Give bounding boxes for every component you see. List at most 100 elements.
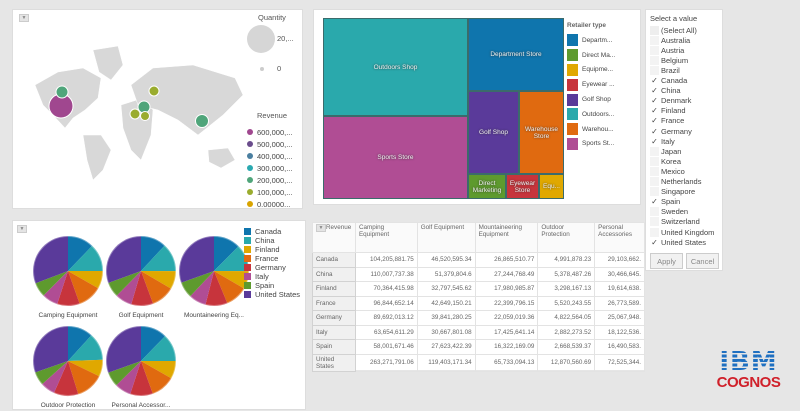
legend-item[interactable]: Departm...: [567, 33, 615, 48]
legend-item[interactable]: Direct Ma...: [567, 48, 615, 63]
table-cell[interactable]: 16,490,583.: [594, 339, 645, 355]
filter-item[interactable]: ✓ United States: [650, 237, 718, 247]
checkbox[interactable]: ✓: [651, 116, 658, 126]
checkbox[interactable]: [650, 35, 659, 45]
table-cell[interactable]: 17,425,641.14: [474, 324, 539, 340]
row-header[interactable]: Germany: [312, 310, 356, 326]
table-cell[interactable]: 30,667,801.08: [416, 324, 476, 340]
row-header[interactable]: Canada: [312, 252, 356, 268]
select-all-item[interactable]: (Select All): [650, 25, 718, 35]
legend-item[interactable]: 500,000,...: [247, 138, 292, 150]
table-cell[interactable]: 32,797,545.62: [416, 281, 476, 297]
tile-direct-marketing[interactable]: Direct Marketing: [468, 174, 506, 199]
tile-department-store[interactable]: Department Store: [468, 18, 564, 91]
table-cell[interactable]: 25,067,948.: [594, 310, 645, 326]
filter-item[interactable]: ✓ France: [650, 116, 718, 126]
table-cell[interactable]: 104,205,881.75: [354, 252, 418, 268]
table-cell[interactable]: 16,322,169.09: [474, 339, 539, 355]
column-header[interactable]: Personal Accessories: [594, 222, 645, 253]
table-cell[interactable]: 2,882,273.52: [537, 324, 596, 340]
checkbox[interactable]: ✓: [651, 106, 658, 116]
checkbox[interactable]: [650, 25, 659, 35]
filter-item[interactable]: Belgium: [650, 55, 718, 65]
table-cell[interactable]: 29,103,662.: [594, 252, 645, 268]
filter-item[interactable]: ✓ China: [650, 86, 718, 96]
checkbox[interactable]: ✓: [651, 197, 658, 207]
checkbox[interactable]: [650, 66, 659, 76]
tile-sports-store[interactable]: Sports Store: [323, 116, 468, 199]
row-header[interactable]: Spain: [312, 339, 356, 355]
checkbox[interactable]: ✓: [651, 96, 658, 106]
filter-item[interactable]: Korea: [650, 156, 718, 166]
legend-item[interactable]: Eyewear ...: [567, 77, 615, 92]
filter-item[interactable]: Singapore: [650, 187, 718, 197]
pies-menu-button[interactable]: ▼: [17, 225, 27, 233]
legend-item[interactable]: 600,000,...: [247, 126, 292, 138]
pie-chart[interactable]: Personal Accessor...: [105, 325, 177, 409]
column-header[interactable]: Mountaineering Equipment: [474, 222, 539, 253]
cancel-button[interactable]: Cancel: [686, 253, 719, 269]
table-cell[interactable]: 26,865,510.77: [474, 252, 539, 268]
checkbox[interactable]: [650, 156, 659, 166]
filter-item[interactable]: ✓ Spain: [650, 197, 718, 207]
row-header[interactable]: Italy: [312, 324, 356, 340]
table-cell[interactable]: 5,520,243.55: [537, 295, 596, 311]
checkbox[interactable]: ✓: [651, 237, 658, 247]
legend-item[interactable]: Spain: [244, 281, 300, 290]
table-cell[interactable]: 5,378,487.26: [537, 266, 596, 282]
table-cell[interactable]: 4,991,878.23: [537, 252, 596, 268]
legend-item[interactable]: 100,000,...: [247, 186, 292, 198]
table-cell[interactable]: 65,733,094.13: [474, 353, 539, 372]
checkbox[interactable]: [650, 177, 659, 187]
table-cell[interactable]: 22,399,796.15: [474, 295, 539, 311]
row-header[interactable]: United States: [312, 353, 356, 372]
filter-item[interactable]: Australia: [650, 35, 718, 45]
column-header[interactable]: Golf Equipment: [416, 222, 476, 253]
table-cell[interactable]: 27,244,768.49: [474, 266, 539, 282]
crosstab-menu-button[interactable]: ▼: [316, 224, 326, 232]
table-cell[interactable]: 51,379,804.6: [416, 266, 476, 282]
checkbox[interactable]: ✓: [651, 76, 658, 86]
tile-outdoors-shop[interactable]: Outdoors Shop: [323, 18, 468, 116]
table-cell[interactable]: 3,298,167.13: [537, 281, 596, 297]
checkbox[interactable]: [650, 45, 659, 55]
legend-item[interactable]: Finland: [244, 245, 300, 254]
table-cell[interactable]: 42,649,150.21: [416, 295, 476, 311]
filter-item[interactable]: Japan: [650, 146, 718, 156]
filter-item[interactable]: Switzerland: [650, 217, 718, 227]
filter-item[interactable]: ✓ Italy: [650, 136, 718, 146]
checkbox[interactable]: ✓: [651, 86, 658, 96]
world-map[interactable]: [13, 10, 253, 210]
pie-chart[interactable]: Outdoor Protection: [32, 325, 104, 409]
map-menu-button[interactable]: ▼: [19, 14, 29, 22]
legend-item[interactable]: Golf Shop: [567, 92, 615, 107]
tile-golf-shop[interactable]: Golf Shop: [468, 91, 519, 174]
table-cell[interactable]: 30,466,645.: [594, 266, 645, 282]
filter-item[interactable]: ✓ Denmark: [650, 96, 718, 106]
tile-equipment[interactable]: Equ...: [539, 174, 564, 199]
table-cell[interactable]: 39,841,280.25: [416, 310, 476, 326]
checkbox[interactable]: [650, 55, 659, 65]
pie-chart[interactable]: Golf Equipment: [105, 235, 177, 319]
filter-item[interactable]: Netherlands: [650, 177, 718, 187]
legend-item[interactable]: Equipme...: [567, 63, 615, 78]
table-cell[interactable]: 110,007,737.38: [354, 266, 418, 282]
pie-charts[interactable]: Camping Equipment Golf Equipment Mountaine…: [13, 221, 253, 411]
table-cell[interactable]: 18,122,536.: [594, 324, 645, 340]
table-cell[interactable]: 96,844,652.14: [354, 295, 418, 311]
legend-item[interactable]: Germany: [244, 263, 300, 272]
apply-button[interactable]: Apply: [650, 253, 683, 269]
table-cell[interactable]: 72,525,344.: [594, 353, 645, 372]
legend-item[interactable]: 400,000,...: [247, 150, 292, 162]
legend-item[interactable]: 0.00000...: [247, 198, 292, 210]
table-cell[interactable]: 58,001,671.46: [354, 339, 418, 355]
table-cell[interactable]: 2,668,539.37: [537, 339, 596, 355]
table-cell[interactable]: 19,614,638.: [594, 281, 645, 297]
checkbox[interactable]: [650, 146, 659, 156]
pie-chart[interactable]: Mountaineering Eq...: [178, 235, 250, 319]
legend-item[interactable]: United States: [244, 290, 300, 299]
checkbox[interactable]: [650, 207, 659, 217]
checkbox[interactable]: [650, 187, 659, 197]
row-header[interactable]: Finland: [312, 281, 356, 297]
tile-warehouse-store[interactable]: Warehouse Store: [519, 91, 564, 174]
